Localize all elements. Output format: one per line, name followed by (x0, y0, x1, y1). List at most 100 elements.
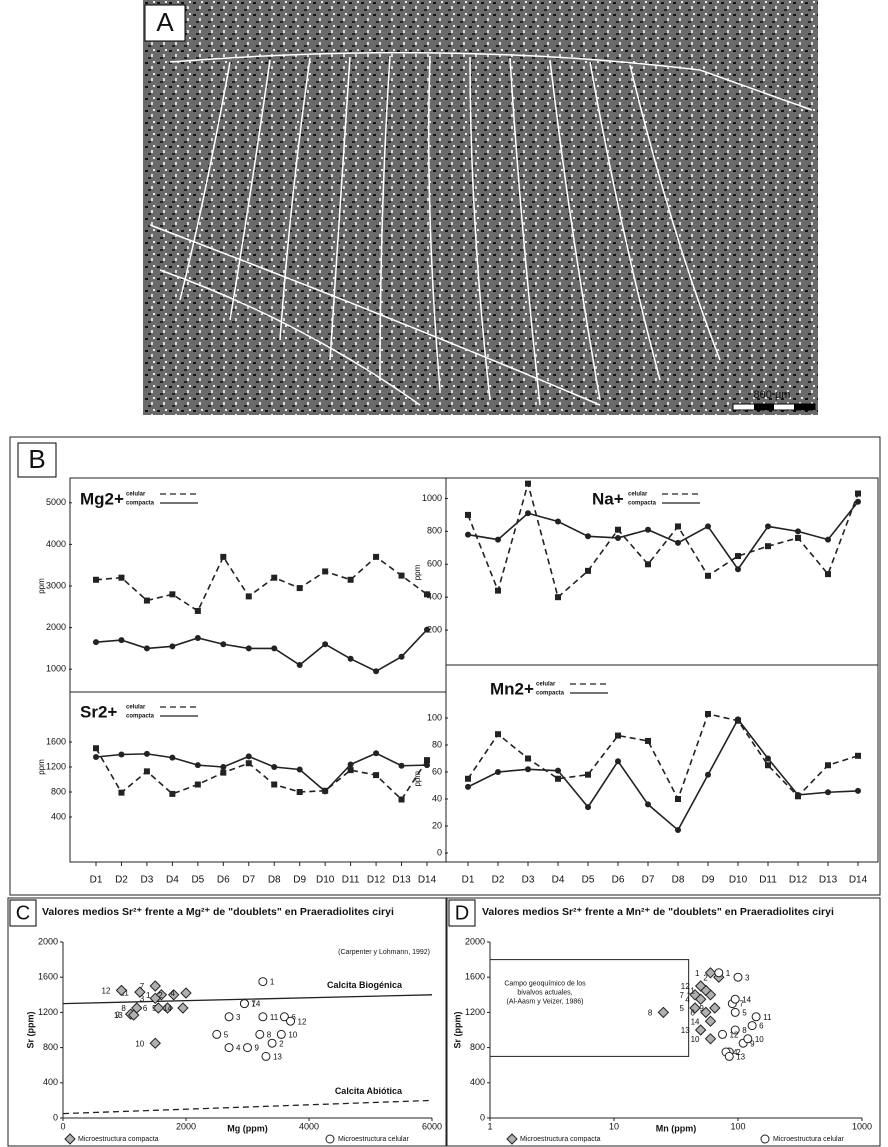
marker (195, 782, 201, 788)
y-tick-label: 800 (51, 786, 66, 796)
y-tick-label: 1600 (46, 736, 66, 746)
marker (424, 762, 430, 768)
x-tick-label: D8 (672, 875, 685, 886)
legend-label: celular (628, 492, 648, 498)
x-tick-label: D14 (418, 875, 437, 886)
marker (735, 553, 741, 559)
x-tick-label: D13 (819, 875, 838, 886)
marker (705, 711, 711, 717)
point-label: 12 (681, 982, 690, 991)
marker (735, 716, 741, 722)
y-tick-label: 2000 (465, 936, 485, 946)
region-label: (Al-Aasm y Veizer, 1986) (506, 998, 583, 1005)
marker (118, 575, 124, 581)
legend-marker (761, 1135, 769, 1143)
marker (225, 1044, 233, 1052)
marker (675, 796, 681, 802)
y-axis-label: ppm (413, 564, 422, 580)
x-tick-label: D11 (759, 875, 777, 886)
marker (705, 1034, 715, 1044)
y-tick-label: 0 (437, 847, 442, 857)
point-label: 4 (236, 1044, 241, 1053)
x-tick-label: 1000 (852, 1121, 872, 1131)
marker (725, 1052, 733, 1060)
marker (373, 750, 379, 756)
marker (399, 763, 405, 769)
point-label: 14 (691, 1017, 700, 1026)
marker (399, 797, 405, 803)
marker (734, 973, 742, 981)
marker (825, 571, 831, 577)
legend-marker (65, 1134, 75, 1144)
x-tick-label: 4000 (299, 1121, 319, 1131)
marker (765, 523, 771, 529)
marker (615, 758, 621, 764)
marker (348, 656, 354, 662)
marker (495, 731, 501, 737)
marker (615, 733, 621, 739)
x-tick-label: D3 (141, 875, 154, 886)
marker (246, 753, 252, 759)
x-tick-label: D7 (642, 875, 655, 886)
y-tick-label: 60 (432, 766, 442, 776)
point-label: 7 (680, 991, 685, 1000)
marker (118, 752, 124, 758)
marker (705, 573, 711, 579)
x-tick-label: D11 (342, 875, 360, 886)
legend-label: Microestructura compacta (520, 1136, 601, 1143)
marker (259, 1013, 267, 1021)
legend-label: compacta (126, 714, 155, 720)
point-label: 2 (703, 973, 708, 982)
marker (825, 537, 831, 543)
point-label: 9 (255, 1044, 260, 1053)
marker (645, 561, 651, 567)
point-label: 11 (270, 1013, 279, 1022)
marker (271, 782, 277, 788)
marker (93, 577, 99, 583)
y-tick-label: 800 (43, 1042, 58, 1052)
point-label: 6 (690, 1009, 695, 1018)
x-tick-label: D7 (242, 875, 255, 886)
marker (399, 654, 405, 660)
legend-marker (326, 1135, 334, 1143)
marker (525, 481, 531, 487)
point-label: 8 (742, 1026, 747, 1035)
marker (495, 537, 501, 543)
marker (465, 776, 471, 782)
marker (715, 969, 723, 977)
point-label: 8 (267, 1031, 272, 1040)
x-tick-label: D12 (367, 875, 386, 886)
panel-letter: B (28, 444, 45, 474)
marker (225, 1013, 233, 1021)
marker (169, 591, 175, 597)
point-label: 12 (102, 987, 111, 996)
marker (246, 645, 252, 651)
marker (465, 784, 471, 790)
region-label: bivalvos actuales, (517, 989, 572, 996)
marker (169, 791, 175, 797)
marker (271, 645, 277, 651)
marker (169, 755, 175, 761)
marker (195, 635, 201, 641)
marker (731, 1008, 739, 1016)
marker (144, 598, 150, 604)
y-axis-label: Sr (ppm) (25, 1011, 35, 1048)
marker (322, 568, 328, 574)
annotation: (Carpenter y Lohmann, 1992) (338, 949, 430, 956)
marker (585, 533, 591, 539)
x-tick-label: D3 (522, 875, 535, 886)
point-label: 13 (114, 1011, 123, 1020)
x-tick-label: D2 (492, 875, 505, 886)
y-axis-label: ppm (37, 759, 46, 775)
scale-bar (754, 404, 774, 410)
marker (795, 528, 801, 534)
legend-label: compacta (628, 501, 657, 507)
marker (271, 764, 277, 770)
y-tick-label: 1200 (38, 1007, 58, 1017)
y-tick-label: 400 (470, 1077, 485, 1087)
marker (555, 776, 561, 782)
panel-letter: D (455, 902, 469, 924)
point-label: 6 (143, 1004, 148, 1013)
point-label: 14 (163, 1004, 172, 1013)
legend-label: Microestructura compacta (78, 1136, 159, 1143)
